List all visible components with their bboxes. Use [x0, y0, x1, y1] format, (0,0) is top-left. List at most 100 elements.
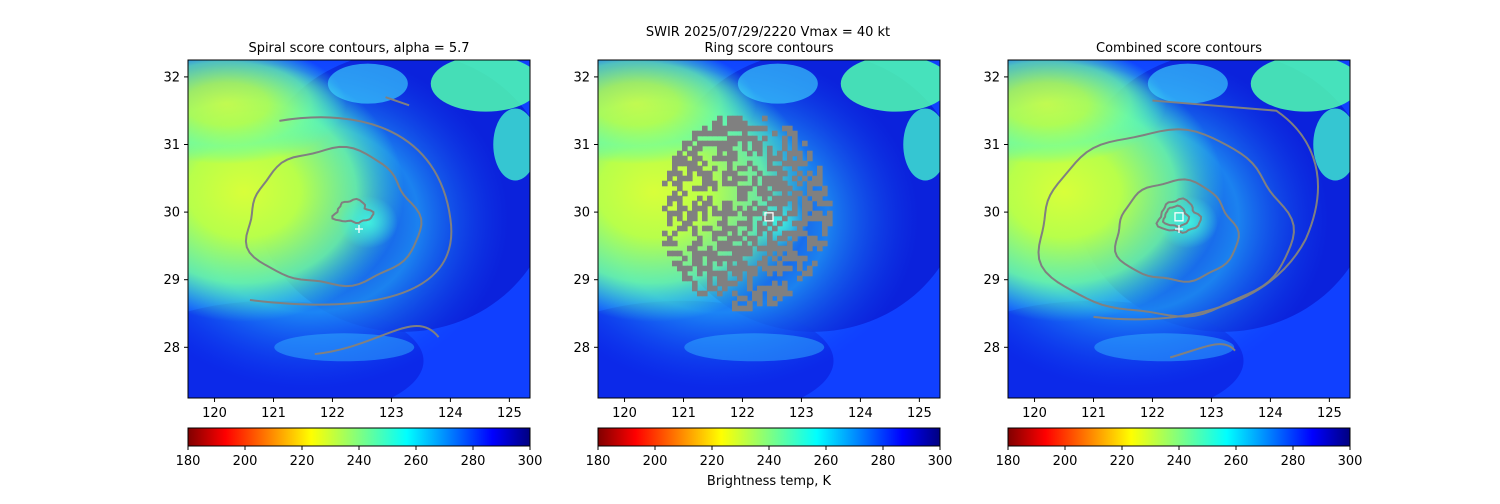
y-tick-label: 31 [573, 138, 590, 153]
colorbar-tick-label: 280 [461, 454, 486, 469]
warm-patch-ne [430, 60, 530, 112]
colorbar-tick-label: 220 [1110, 454, 1135, 469]
colorbar [1007, 427, 1351, 447]
center-plus-marker [1175, 225, 1183, 233]
panel-1: Spiral score contours, alpha = 5.7 120 121… [163, 41, 543, 469]
colorbar [187, 427, 531, 447]
warm-region-north [598, 60, 757, 164]
satellite-image [188, 60, 530, 398]
x-tick-label: 124 [438, 406, 463, 421]
y-tick-label: 31 [983, 138, 1000, 153]
x-tick-label: 123 [789, 406, 814, 421]
colorbar-tick-label: 280 [871, 454, 896, 469]
colorbar-tick-label: 300 [518, 454, 543, 469]
spiral-contour-south [314, 325, 440, 356]
y-tick-label: 29 [573, 273, 590, 288]
y-tick-label: 29 [163, 273, 180, 288]
combined-contour-south [1169, 343, 1236, 359]
spiral-contour-inner [244, 145, 423, 288]
spiral-contour-outer [249, 116, 453, 306]
y-tick-label: 30 [983, 206, 1000, 221]
eye-region [337, 196, 398, 249]
warm-patch-ne [840, 60, 940, 112]
x-tick-label: 125 [907, 406, 932, 421]
colorbar [597, 427, 941, 447]
warm-patch-e [493, 108, 530, 181]
combined-contour-mid [1114, 178, 1240, 283]
colorbar-tick-label: 260 [814, 454, 839, 469]
combined-contour-eye-1 [1161, 204, 1191, 228]
axes-frame [187, 59, 531, 399]
satellite-image [1008, 60, 1350, 398]
x-tick-label: 121 [1081, 406, 1106, 421]
axes-frame [597, 59, 941, 399]
panel-2: Ring score contours 120 121 122 123 124 125 28 2… [573, 41, 953, 469]
y-tick-label: 28 [983, 341, 1000, 356]
center-square-marker [1174, 212, 1184, 222]
colorbar-tick-label: 180 [586, 454, 611, 469]
x-tick-label: 123 [379, 406, 404, 421]
colorbar-tick-label: 180 [996, 454, 1021, 469]
colorbar-tick-label: 300 [928, 454, 953, 469]
x-tick-label: 120 [1022, 406, 1047, 421]
warm-region-north [1008, 60, 1167, 164]
y-tick-label: 30 [163, 206, 180, 221]
colorbar-label: Brightness temp, K [707, 474, 832, 489]
y-tick-label: 31 [163, 138, 180, 153]
colorbar-tick-label: 240 [347, 454, 372, 469]
colorbar-tick-label: 180 [176, 454, 201, 469]
warm-patch-n [327, 63, 408, 104]
x-tick-label: 125 [1317, 406, 1342, 421]
x-tick-label: 124 [1258, 406, 1283, 421]
axes-frame [1007, 59, 1351, 399]
colorbar-tick-label: 200 [233, 454, 258, 469]
warm-patch-ne [1250, 60, 1350, 112]
panel-title: Spiral score contours, alpha = 5.7 [248, 41, 469, 56]
band-streak [1094, 333, 1235, 362]
warm-patch-e [1313, 108, 1350, 181]
warm-patch-n [1147, 63, 1228, 104]
y-tick-label: 28 [573, 341, 590, 356]
colorbar-tick-label: 260 [1224, 454, 1249, 469]
center-plus-marker [355, 225, 363, 233]
panel-title: Ring score contours [704, 41, 833, 56]
ring-score-field [662, 115, 833, 312]
colorbar-tick-label: 220 [290, 454, 315, 469]
x-tick-label: 125 [497, 406, 522, 421]
x-tick-label: 122 [320, 406, 345, 421]
band-streak [684, 333, 825, 362]
y-tick-label: 32 [983, 70, 1000, 85]
colorbar-tick-label: 300 [1338, 454, 1363, 469]
y-tick-label: 28 [163, 341, 180, 356]
panel-3: Combined score contours 120 121 122 123 124 12… [983, 41, 1363, 469]
colorbar-tick-label: 200 [643, 454, 668, 469]
spiral-contour-eye [331, 197, 375, 225]
colorbar-tick-label: 220 [700, 454, 725, 469]
colorbar-tick-label: 240 [1167, 454, 1192, 469]
colorbar-tick-label: 260 [404, 454, 429, 469]
y-tick-label: 32 [573, 70, 590, 85]
satellite-image [598, 60, 940, 398]
warm-patch-n [737, 63, 818, 104]
y-tick-label: 32 [163, 70, 180, 85]
band-streak [274, 333, 415, 362]
x-tick-label: 123 [1199, 406, 1224, 421]
x-tick-label: 120 [612, 406, 637, 421]
score-contours [244, 96, 453, 356]
x-tick-label: 122 [730, 406, 755, 421]
x-tick-label: 122 [1140, 406, 1165, 421]
colorbar-tick-label: 240 [757, 454, 782, 469]
y-tick-label: 30 [573, 206, 590, 221]
panel-title: Combined score contours [1096, 41, 1262, 56]
x-tick-label: 121 [671, 406, 696, 421]
spiral-contour-north [385, 96, 410, 107]
combined-contour-spiral [1093, 99, 1319, 321]
warm-region-north [188, 60, 347, 164]
warm-patch-e [903, 108, 940, 181]
x-tick-label: 120 [202, 406, 227, 421]
colorbar-tick-label: 280 [1281, 454, 1306, 469]
y-tick-label: 29 [983, 273, 1000, 288]
x-tick-label: 124 [848, 406, 873, 421]
suptitle: SWIR 2025/07/29/2220 Vmax = 40 kt [646, 25, 890, 40]
